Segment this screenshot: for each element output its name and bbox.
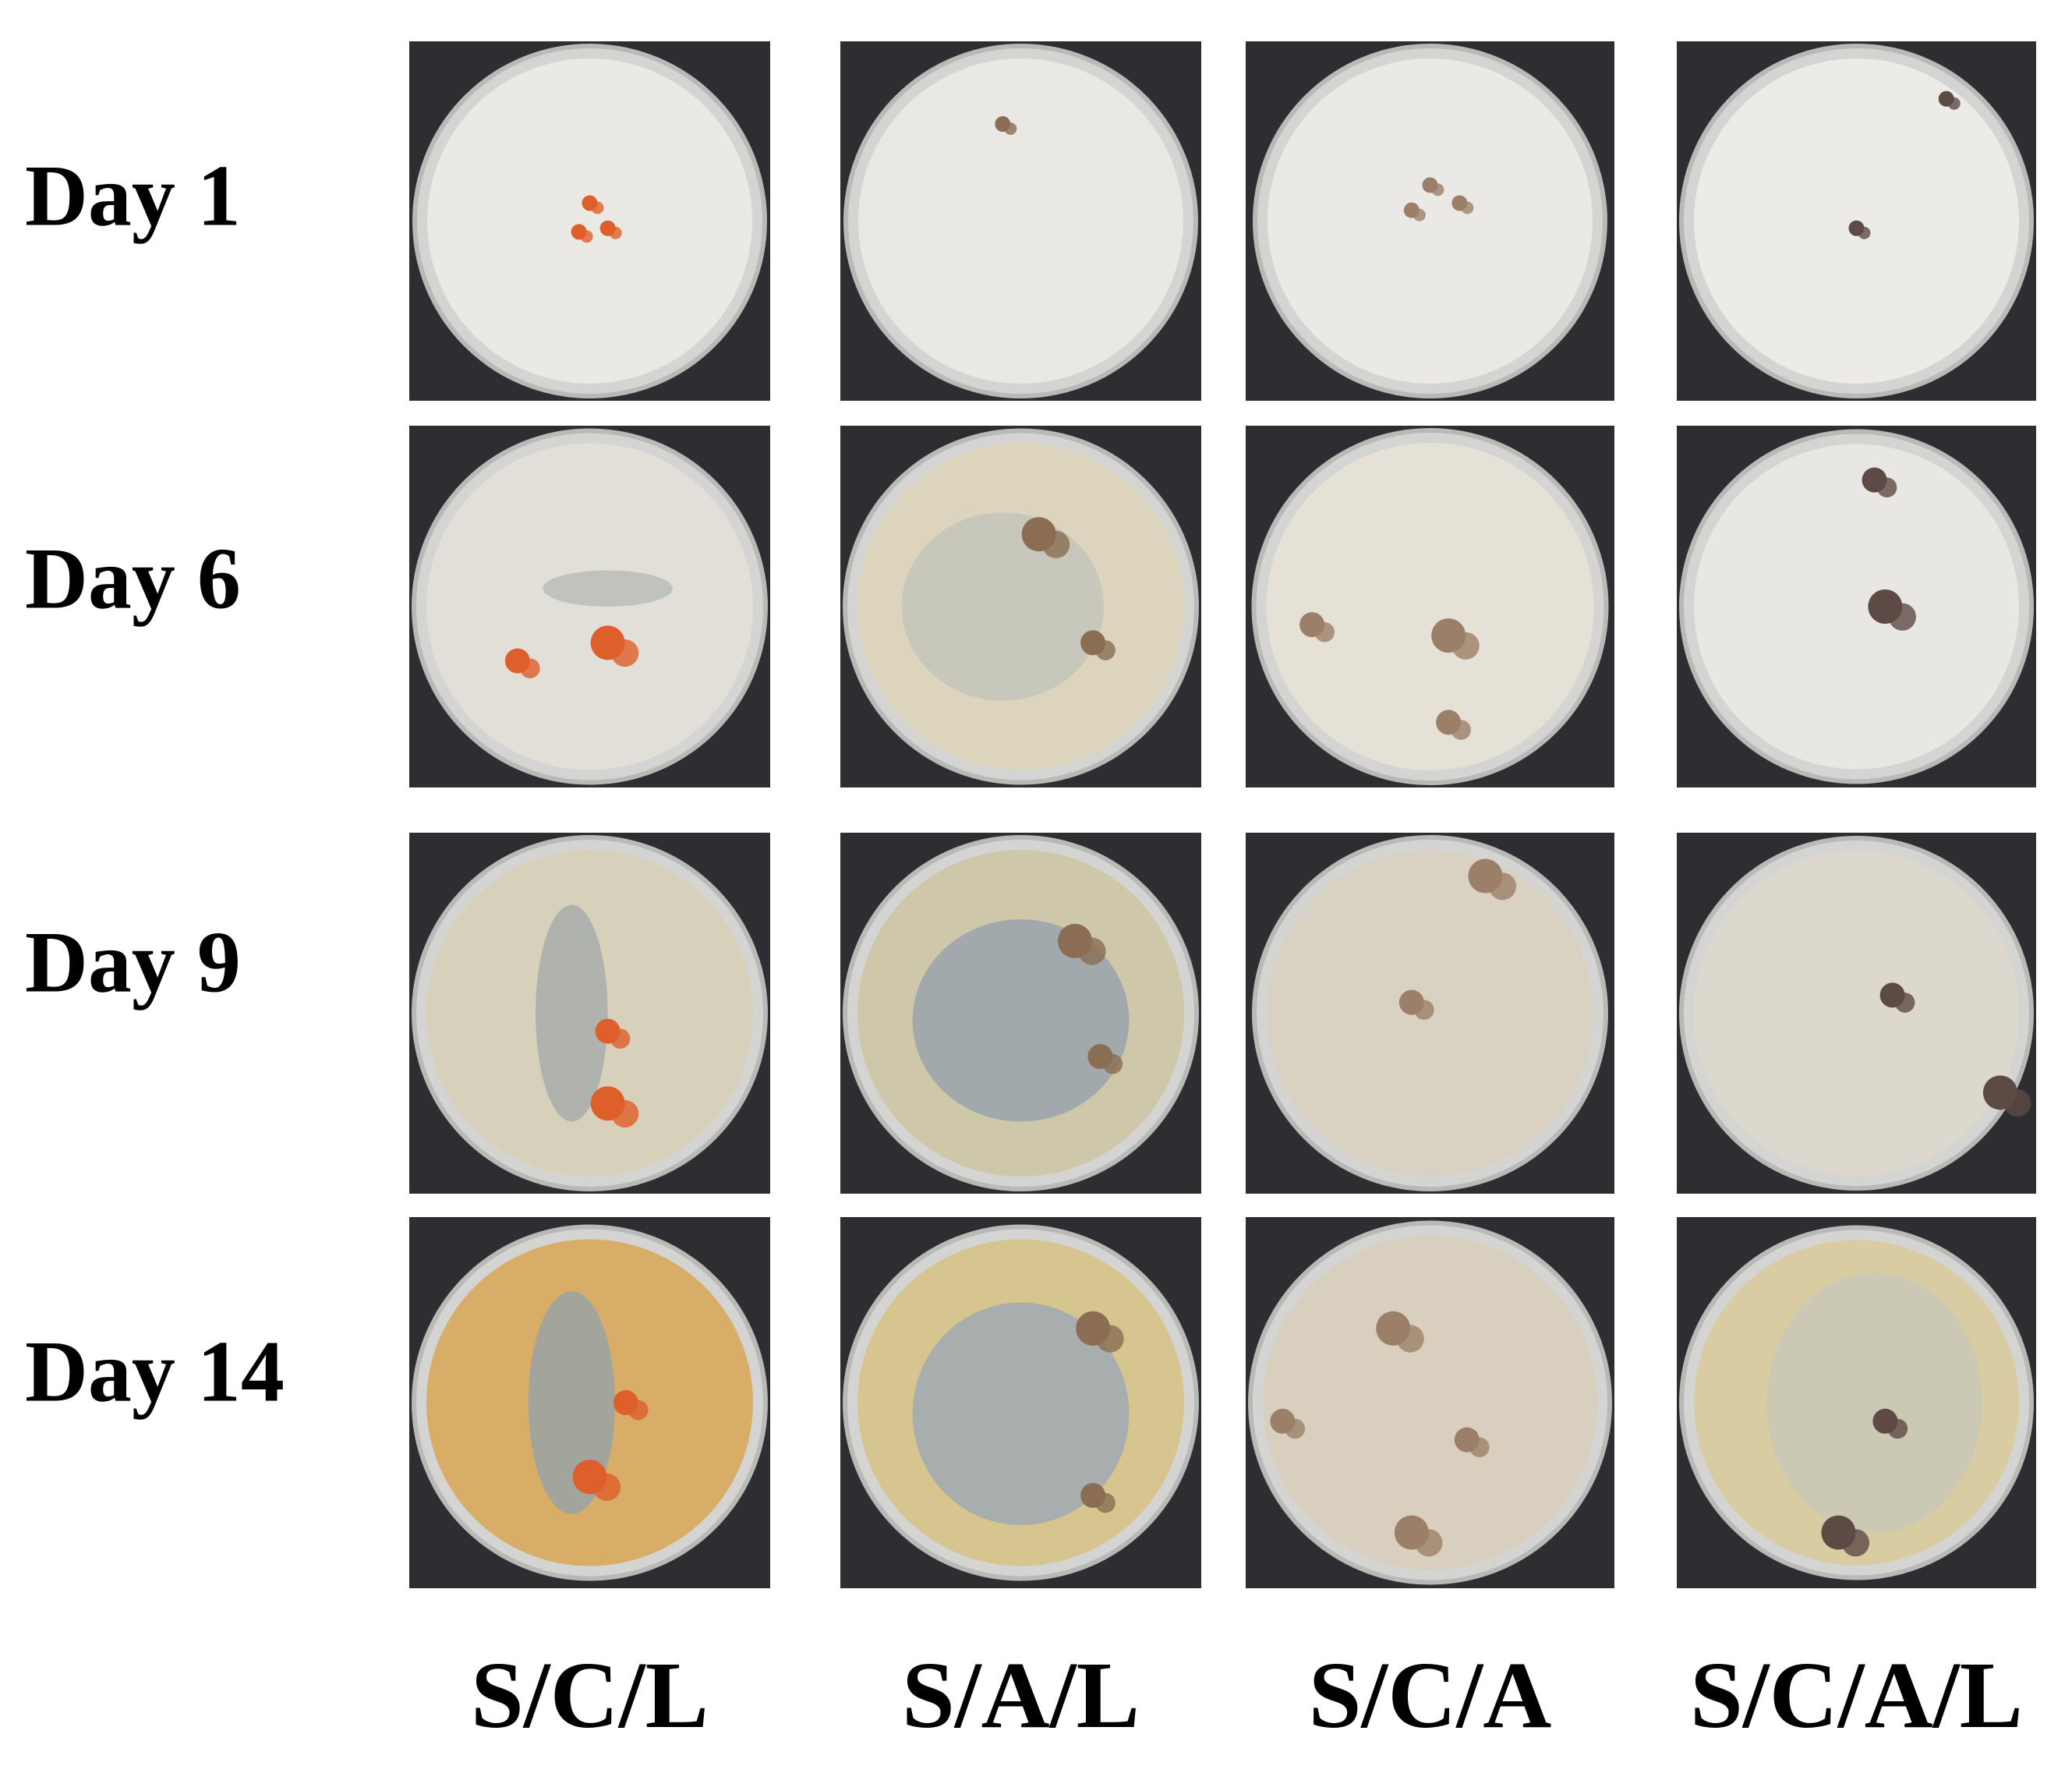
colony — [1096, 1325, 1124, 1353]
dish-photo — [1677, 1217, 2036, 1588]
colony — [1414, 1000, 1434, 1021]
dish-photo — [1246, 833, 1614, 1194]
colony — [1095, 640, 1116, 660]
dish-photo — [1677, 41, 2036, 401]
growth-patch — [912, 919, 1130, 1122]
growth-patch — [528, 1291, 615, 1514]
colony — [520, 658, 540, 678]
dish-medium — [1268, 58, 1593, 384]
dish-medium — [858, 58, 1183, 384]
colony — [592, 1473, 621, 1501]
colony — [1888, 603, 1916, 631]
dish-medium — [1263, 1235, 1597, 1570]
colony — [1451, 720, 1471, 740]
colony — [1102, 1053, 1123, 1074]
colony — [1858, 226, 1871, 239]
colony — [1947, 97, 1961, 110]
dish-medium — [1694, 444, 2019, 770]
colony — [580, 230, 593, 243]
colony — [1004, 122, 1017, 136]
growth-patch — [536, 904, 608, 1122]
colony — [1095, 1492, 1116, 1513]
dish-medium — [1694, 851, 2019, 1176]
colony — [1469, 1437, 1490, 1457]
colony — [1876, 477, 1897, 497]
dish-photo — [840, 1217, 1201, 1588]
dish-photo — [409, 426, 770, 787]
colony — [1887, 1418, 1908, 1439]
colony — [2003, 1088, 2031, 1117]
dish-medium — [1266, 443, 1594, 770]
colony — [1415, 1529, 1443, 1557]
column-label: S/C/A/L — [1690, 1643, 2023, 1748]
growth-patch — [901, 512, 1104, 701]
row-label: Day 1 — [25, 148, 241, 245]
colony — [1396, 1325, 1424, 1353]
dish-photo — [840, 426, 1201, 787]
dish-photo — [840, 833, 1201, 1194]
colony — [628, 1400, 649, 1421]
colony — [1413, 208, 1426, 221]
colony — [1285, 1418, 1306, 1439]
column-label: S/C/A — [1309, 1643, 1552, 1748]
colony — [1894, 993, 1915, 1013]
column-label: S/A/L — [902, 1643, 1140, 1748]
colony — [611, 1099, 639, 1128]
growth-patch — [912, 1302, 1130, 1526]
colony — [1488, 872, 1517, 901]
dish-photo — [409, 1217, 770, 1588]
dish-photo — [1677, 426, 2036, 787]
growth-patch — [1766, 1272, 1982, 1533]
column-label: S/C/L — [471, 1643, 709, 1748]
colony — [1451, 632, 1480, 660]
growth-patch — [543, 570, 673, 607]
dish-medium — [427, 58, 752, 384]
colony — [1841, 1529, 1870, 1557]
dish-medium — [426, 443, 753, 770]
dish-photo — [1246, 41, 1614, 401]
colony — [611, 639, 639, 667]
colony — [1078, 937, 1106, 965]
dish-photo — [409, 41, 770, 401]
colony — [609, 226, 622, 239]
colony — [1461, 201, 1474, 214]
colony — [610, 1028, 631, 1049]
colony — [1314, 622, 1335, 642]
dish-photo — [409, 833, 770, 1194]
dish-photo — [840, 41, 1201, 401]
dish-photo — [1246, 426, 1614, 787]
colony — [1042, 530, 1070, 559]
colony — [591, 201, 604, 214]
colony — [1431, 183, 1444, 196]
dish-photo — [1246, 1217, 1614, 1588]
dish-photo — [1677, 833, 2036, 1194]
row-label: Day 14 — [25, 1324, 285, 1421]
row-label: Day 6 — [25, 531, 241, 628]
row-label: Day 9 — [25, 915, 241, 1011]
